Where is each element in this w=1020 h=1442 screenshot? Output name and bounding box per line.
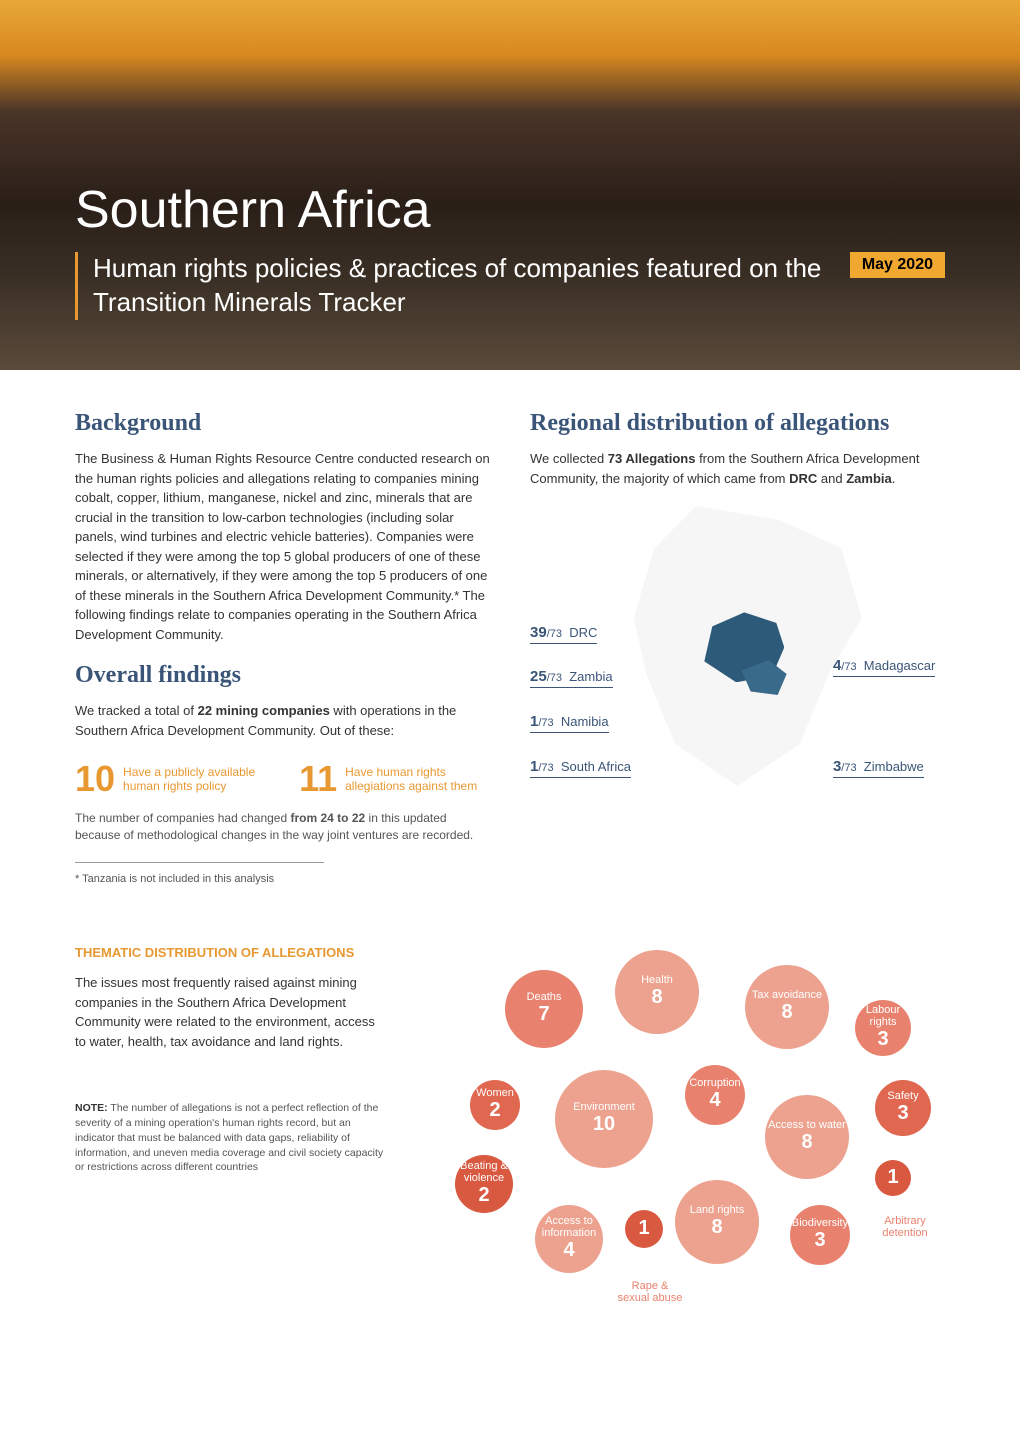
overall-intro: We tracked a total of 22 mining companie…	[75, 701, 490, 740]
overall-heading: Overall findings	[75, 662, 490, 689]
bubble: Environment10	[555, 1070, 653, 1168]
footnote: * Tanzania is not included in this analy…	[75, 862, 324, 885]
background-text: The Business & Human Rights Resource Cen…	[75, 449, 490, 644]
bubble: Biodiversity3	[790, 1205, 850, 1265]
country-label: 25/73 Zambia	[530, 668, 613, 688]
stat-item: 11 Have human rights allegiations agains…	[299, 758, 490, 800]
country-label: 3/73 Zimbabwe	[833, 758, 924, 778]
page-subtitle: Human rights policies & practices of com…	[93, 252, 850, 320]
bubble: Tax avoidance8	[745, 965, 829, 1049]
bubble: Health8	[615, 950, 699, 1034]
regional-intro: We collected 73 Allegations from the Sou…	[530, 449, 945, 488]
background-heading: Background	[75, 410, 490, 437]
country-label: 4/73 Madagascar	[833, 657, 935, 677]
country-label: 1/73 South Africa	[530, 758, 631, 778]
thematic-note: NOTE: The number of allegations is not a…	[75, 1101, 385, 1174]
stat-row: 10 Have a publicly available human right…	[75, 758, 490, 800]
bubble: Access to information4	[535, 1205, 603, 1273]
thematic-text: The issues most frequently raised agains…	[75, 973, 385, 1051]
africa-map: 39/73 DRC 25/73 Zambia 1/73 Namibia 1/73 So…	[530, 506, 945, 786]
bubble: Access to water8	[765, 1095, 849, 1179]
stat-label: Have a publicly available human rights p…	[123, 765, 269, 794]
bubble: Rape & sexual abuse	[615, 1280, 685, 1304]
bubble: Women2	[470, 1080, 520, 1130]
bubble: Arbitrary detention	[870, 1215, 940, 1239]
thematic-heading: THEMATIC DISTRIBUTION OF ALLEGATIONS	[75, 945, 385, 962]
bubble-chart: Deaths7 Health8 Tax avoidance8 Labour right…	[415, 945, 945, 1325]
stat-label: Have human rights allegiations against t…	[345, 765, 490, 794]
stat-number: 10	[75, 758, 115, 800]
country-label: 39/73 DRC	[530, 624, 597, 644]
country-label: 1/73 Namibia	[530, 713, 609, 733]
bubble: Labour rights3	[855, 1000, 911, 1056]
stat-number: 11	[299, 758, 337, 800]
bubble: Land rights8	[675, 1180, 759, 1264]
bubble: Safety3	[875, 1080, 931, 1136]
hero-banner: Southern Africa Human rights policies & …	[0, 0, 1020, 370]
page-title: Southern Africa	[75, 180, 945, 240]
regional-heading: Regional distribution of allegations	[530, 410, 945, 437]
bubble: Beating & violence2	[455, 1155, 513, 1213]
overall-note: The number of companies had changed from…	[75, 810, 490, 844]
bubble: 1	[875, 1160, 911, 1196]
bubble: Corruption4	[685, 1065, 745, 1125]
stat-item: 10 Have a publicly available human right…	[75, 758, 269, 800]
bubble: 1	[625, 1210, 663, 1248]
date-badge: May 2020	[850, 252, 945, 278]
bubble: Deaths7	[505, 970, 583, 1048]
